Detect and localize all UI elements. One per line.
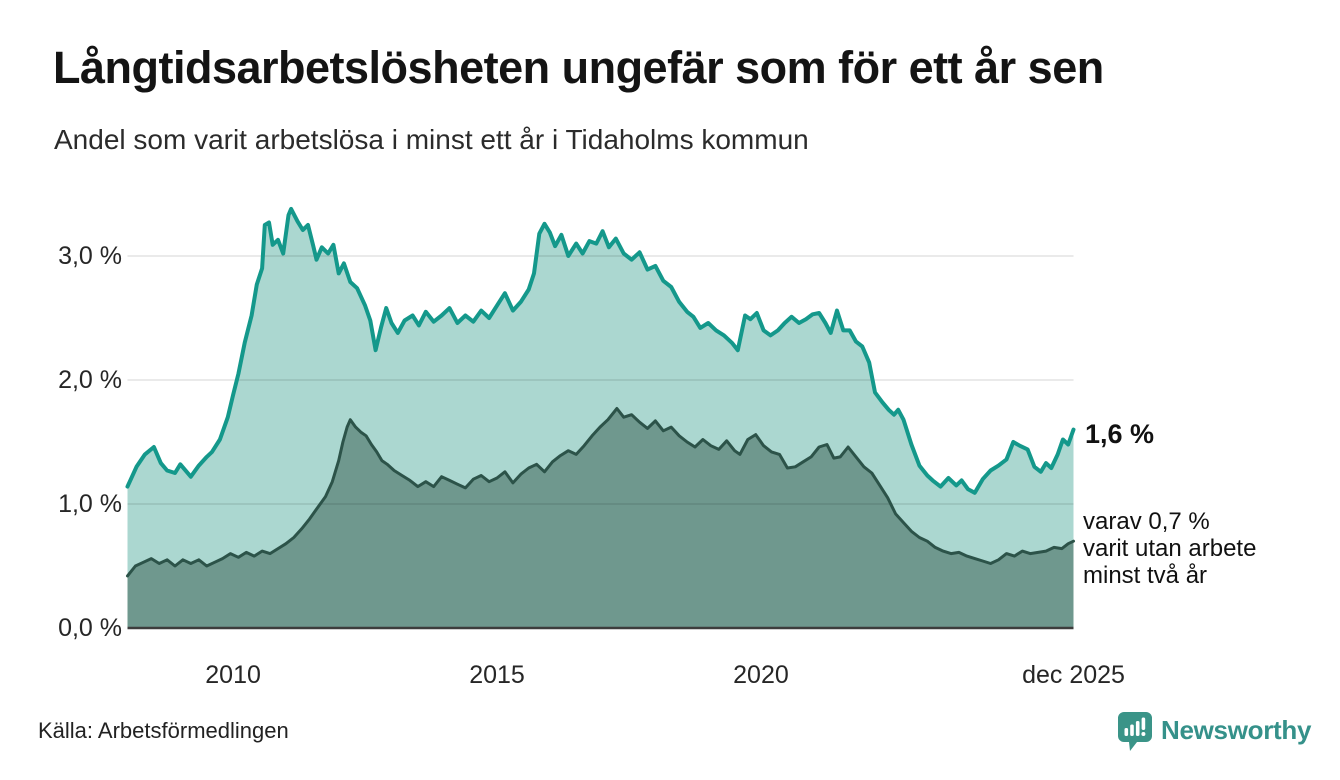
x-axis-label: 2015 (469, 661, 525, 689)
series-line-minst-tva-ar (126, 407, 1075, 578)
source-text: Källa: Arbetsförmedlingen (38, 718, 289, 743)
x-axis-label: 2020 (733, 661, 789, 689)
secondary-annotation: varav 0,7 % varit utan arbete minst två … (1083, 508, 1257, 589)
newsworthy-logo-icon (1118, 712, 1152, 751)
y-axis-label: 3,0 % (58, 242, 122, 270)
y-axis-label: 1,0 % (58, 490, 122, 518)
x-axis-label: 2010 (205, 661, 261, 689)
page-title: Långtidsarbetslösheten ungefär som för e… (53, 42, 1104, 93)
y-axis-label: 2,0 % (58, 366, 122, 394)
series-line-minst-ett-ar (125, 206, 1076, 495)
page-subtitle: Andel som varit arbetslösa i minst ett å… (54, 124, 809, 155)
x-axis-label: dec 2025 (1022, 661, 1125, 689)
y-axis-label: 0,0 % (58, 614, 122, 642)
area-fill-minst-tva-ar (127, 408, 1074, 628)
newsworthy-brand: Newsworthy (1117, 710, 1311, 754)
latest-value-label: 1,6 % (1085, 419, 1155, 449)
brand-name: Newsworthy (1161, 714, 1312, 745)
